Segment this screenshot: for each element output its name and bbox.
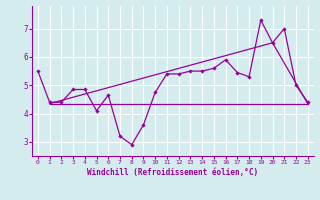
X-axis label: Windchill (Refroidissement éolien,°C): Windchill (Refroidissement éolien,°C) [87,168,258,177]
